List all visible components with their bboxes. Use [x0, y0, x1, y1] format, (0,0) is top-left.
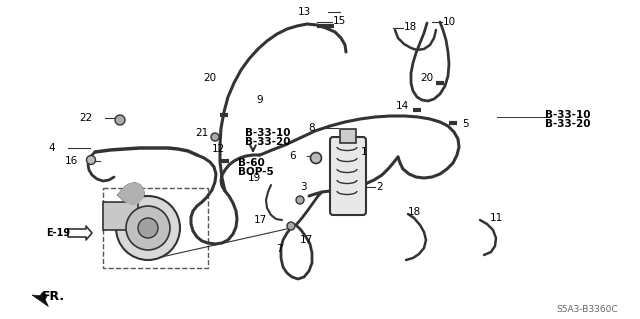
Text: 17: 17 — [253, 215, 267, 225]
Text: B-33-20: B-33-20 — [545, 119, 591, 129]
Text: 20: 20 — [420, 73, 433, 83]
Text: B-33-10: B-33-10 — [545, 110, 591, 120]
Polygon shape — [68, 226, 92, 240]
Circle shape — [296, 196, 304, 204]
Text: E-19: E-19 — [46, 228, 70, 238]
Text: 13: 13 — [298, 7, 311, 17]
Polygon shape — [32, 293, 49, 307]
Circle shape — [115, 115, 125, 125]
Text: 18: 18 — [408, 207, 421, 217]
Circle shape — [310, 152, 321, 164]
Text: 7: 7 — [276, 244, 283, 254]
Text: 9: 9 — [256, 95, 262, 105]
Text: B-33-20: B-33-20 — [245, 137, 291, 147]
Text: FR.: FR. — [42, 290, 65, 302]
Polygon shape — [118, 183, 144, 205]
Circle shape — [287, 222, 295, 230]
Text: 22: 22 — [80, 113, 93, 123]
Text: 21: 21 — [195, 128, 208, 138]
Text: 5: 5 — [462, 119, 468, 129]
Text: 19: 19 — [248, 173, 261, 183]
Text: 16: 16 — [65, 156, 78, 166]
Text: S5A3-B3360C: S5A3-B3360C — [556, 306, 618, 315]
Text: 11: 11 — [490, 213, 503, 223]
Text: 10: 10 — [443, 17, 456, 27]
Bar — [103, 202, 138, 230]
Text: 6: 6 — [289, 151, 296, 161]
Text: 2: 2 — [376, 182, 383, 192]
Circle shape — [211, 133, 219, 141]
Text: B-60: B-60 — [238, 158, 265, 168]
Circle shape — [126, 206, 170, 250]
Circle shape — [86, 155, 95, 165]
Text: 8: 8 — [308, 123, 315, 133]
Bar — [103, 188, 208, 268]
Text: 14: 14 — [396, 101, 409, 111]
Circle shape — [116, 196, 180, 260]
Text: 1: 1 — [361, 147, 367, 157]
Text: 4: 4 — [49, 143, 55, 153]
Text: B-33-10: B-33-10 — [245, 128, 291, 138]
Text: 12: 12 — [212, 144, 225, 154]
Text: BOP-5: BOP-5 — [238, 167, 274, 177]
Text: 20: 20 — [203, 73, 216, 83]
Text: 18: 18 — [404, 22, 417, 32]
Text: 15: 15 — [333, 16, 346, 26]
Bar — [340, 129, 356, 143]
FancyBboxPatch shape — [330, 137, 366, 215]
Text: 3: 3 — [300, 182, 307, 192]
Text: 17: 17 — [300, 235, 313, 245]
Circle shape — [138, 218, 158, 238]
